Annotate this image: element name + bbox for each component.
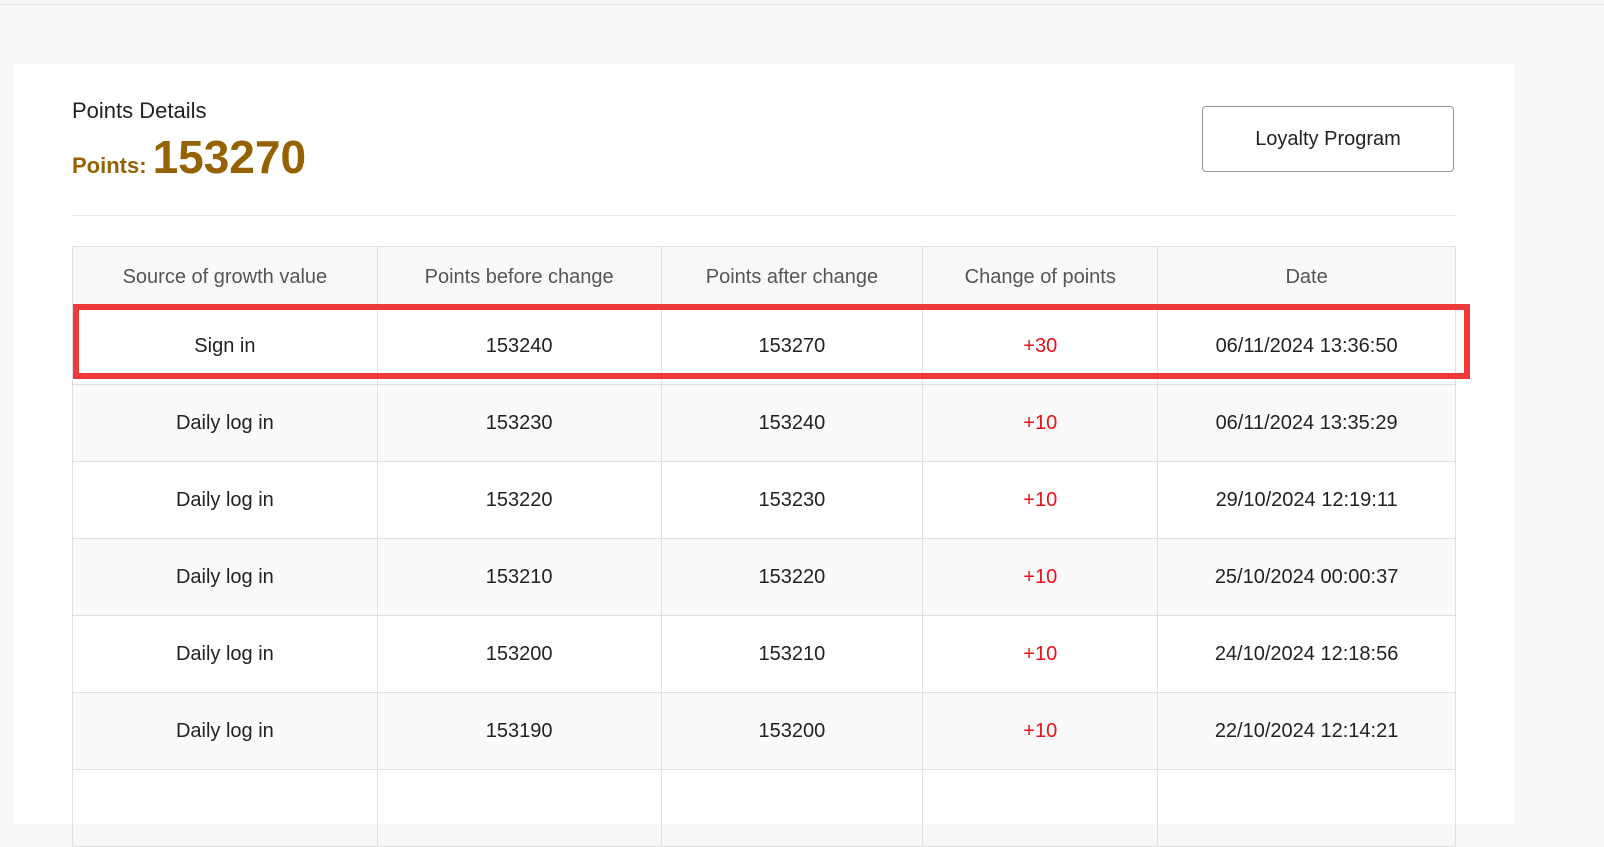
- source-cell: Daily log in: [72, 692, 378, 770]
- points-before-cell: 153230: [376, 384, 662, 462]
- table-row: Daily log in 153230 153240 +10 06/11/2024 13…: [72, 384, 1456, 462]
- date-cell: 22/10/2024 12:14:21: [1157, 692, 1456, 770]
- change-cell: +30: [922, 307, 1159, 385]
- change-cell: [922, 769, 1159, 847]
- top-divider: [0, 4, 1604, 5]
- source-cell: Daily log in: [72, 461, 378, 539]
- column-header: Points before change: [376, 246, 662, 308]
- divider: [72, 215, 1456, 216]
- table-row: Daily log in 153210 153220 +10 25/10/2024 00…: [72, 538, 1456, 616]
- points-before-cell: 153190: [376, 692, 662, 770]
- points-after-cell: 153230: [660, 461, 924, 539]
- points-before-cell: 153220: [376, 461, 662, 539]
- date-cell: 25/10/2024 00:00:37: [1157, 538, 1456, 616]
- change-cell: +10: [922, 538, 1159, 616]
- date-cell: 06/11/2024 13:35:29: [1157, 384, 1456, 462]
- date-cell: 29/10/2024 12:19:11: [1157, 461, 1456, 539]
- points-before-cell: 153240: [376, 307, 662, 385]
- change-cell: +10: [922, 384, 1159, 462]
- points-history-table: Source of growth value Points before cha…: [72, 246, 1456, 847]
- points-after-cell: 153220: [660, 538, 924, 616]
- points-after-cell: 153240: [660, 384, 924, 462]
- table-row: [72, 769, 1456, 847]
- source-cell: [72, 769, 378, 847]
- points-after-cell: 153200: [660, 692, 924, 770]
- points-value: 153270: [152, 131, 307, 183]
- column-header: Date: [1157, 246, 1456, 308]
- change-cell: +10: [922, 461, 1159, 539]
- points-before-cell: 153210: [376, 538, 662, 616]
- points-summary: Points: 153270: [72, 130, 306, 184]
- source-cell: Sign in: [72, 307, 378, 385]
- source-cell: Daily log in: [72, 384, 378, 462]
- source-cell: Daily log in: [72, 538, 378, 616]
- points-after-cell: 153270: [660, 307, 924, 385]
- table-row: Sign in 153240 153270 +30 06/11/2024 13:36:5…: [72, 307, 1456, 385]
- change-cell: +10: [922, 692, 1159, 770]
- source-cell: Daily log in: [72, 615, 378, 693]
- points-label: Points:: [72, 153, 147, 178]
- page-title: Points Details: [72, 98, 207, 123]
- table-row: Daily log in 153190 153200 +10 22/10/2024 12…: [72, 692, 1456, 770]
- date-cell: [1157, 769, 1456, 847]
- change-cell: +10: [922, 615, 1159, 693]
- table-row: Daily log in 153220 153230 +10 29/10/2024 12…: [72, 461, 1456, 539]
- column-header: Points after change: [660, 246, 924, 308]
- loyalty-program-button[interactable]: Loyalty Program: [1202, 106, 1454, 172]
- table-row: Daily log in 153200 153210 +10 24/10/2024 12…: [72, 615, 1456, 693]
- points-before-cell: [376, 769, 662, 847]
- date-cell: 24/10/2024 12:18:56: [1157, 615, 1456, 693]
- points-after-cell: 153210: [660, 615, 924, 693]
- date-cell: 06/11/2024 13:36:50: [1157, 307, 1456, 385]
- column-header: Change of points: [922, 246, 1159, 308]
- table-header-row: Source of growth value Points before cha…: [72, 246, 1456, 308]
- points-details-card: Points Details Points: 153270 Loyalty Pro…: [13, 64, 1515, 847]
- points-before-cell: 153200: [376, 615, 662, 693]
- points-after-cell: [660, 769, 924, 847]
- column-header: Source of growth value: [72, 246, 378, 308]
